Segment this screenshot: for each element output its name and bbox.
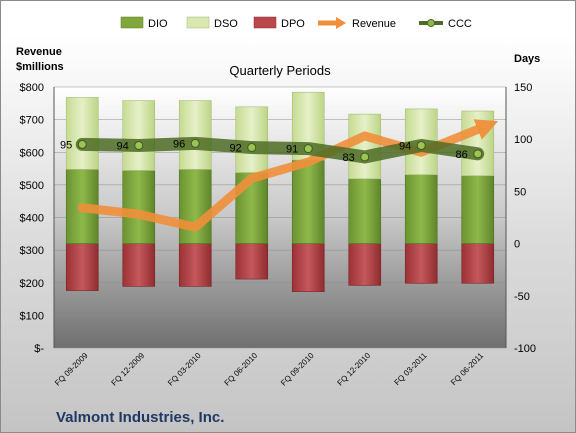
legend-swatch-revenue [318,17,346,29]
legend-swatch-dso [186,16,210,29]
left-tick-label: $700 [20,115,44,127]
legend-label-ccc: CCC [448,18,472,30]
category-label: FQ 12-2009 [110,351,147,388]
ccc-point [190,138,200,148]
bar-dpo [404,243,438,284]
revenue-arrowhead [473,119,499,140]
bar-dio [291,159,325,244]
bar-dpo [122,243,156,287]
ccc-data-label: 83 [343,152,355,164]
company-name: Valmont Industries, Inc. [56,409,224,426]
bar-dpo [178,243,212,287]
left-axis-title-line2: $millions [16,61,64,73]
ccc-data-label: 96 [173,138,185,150]
left-axis-title-line1: Revenue [16,46,62,58]
legend-swatch-ccc [419,19,443,27]
bar-dso [65,97,99,170]
left-tick-label: $600 [20,147,44,159]
left-tick-label: $100 [20,310,44,322]
ccc-data-label: 94 [117,140,129,152]
bar-dso [178,100,212,170]
legend-label-dso: DSO [214,18,238,30]
ccc-line [75,136,485,164]
bar-dpo [65,243,99,291]
legend-label-revenue: Revenue [352,18,396,30]
left-tick-label: $- [34,343,44,355]
legend-swatch-dpo [253,16,277,29]
ccc-data-label: 94 [399,140,411,152]
ccc-point [134,140,144,150]
legend-swatch-dio [120,16,144,29]
legend: DIO DSO DPO Revenue CCC [120,16,472,30]
left-tick-label: $500 [20,180,44,192]
left-tick-label: $300 [20,245,44,257]
ccc-point [247,143,257,153]
legend-label-dpo: DPO [281,18,305,30]
ccc-point [360,152,370,162]
bar-dio [348,178,382,244]
bar-dso [348,113,382,180]
category-label: FQ 06-2010 [223,351,260,388]
right-tick-label: -100 [514,343,536,355]
bar-dio [178,169,212,244]
bar-dio [122,170,156,244]
ccc-data-label: 92 [230,143,242,155]
category-label: FQ 06-2011 [449,351,486,388]
bar-dio [404,174,438,244]
left-tick-label: $800 [20,82,44,94]
right-tick-label: 50 [514,186,526,198]
category-label: FQ 09-2009 [53,351,90,388]
ccc-point [473,149,483,159]
left-tick-label: $200 [20,278,44,290]
bar-dpo [348,243,382,286]
right-tick-label: 0 [514,239,520,251]
bar-dpo [461,243,495,284]
category-label: FQ 03-2011 [393,351,430,388]
right-tick-label: -50 [514,291,530,303]
bar-dso [235,106,269,173]
right-tick-label: 150 [514,82,532,94]
ccc-data-label: 91 [286,144,298,156]
ccc-point [77,139,87,149]
category-label: FQ 09-2010 [279,351,316,388]
category-label: FQ 03-2010 [166,351,203,388]
bar-dpo [291,243,325,292]
ccc-point [303,144,313,154]
right-tick-label: 100 [514,134,532,146]
legend-label-dio: DIO [148,18,168,30]
lines-group: 95 94 96 92 91 83 94 86 [60,119,499,232]
chart-title: Quarterly Periods [229,63,331,78]
bar-dio [461,175,495,244]
right-axis-title: Days [514,53,540,65]
ccc-data-label: 86 [456,149,468,161]
left-tick-label: $400 [20,213,44,225]
ccc-data-label: 95 [60,139,72,151]
category-label: FQ 12-2010 [336,351,373,388]
bar-dso [122,100,156,171]
bar-dpo [235,243,269,280]
ccc-point [416,140,426,150]
